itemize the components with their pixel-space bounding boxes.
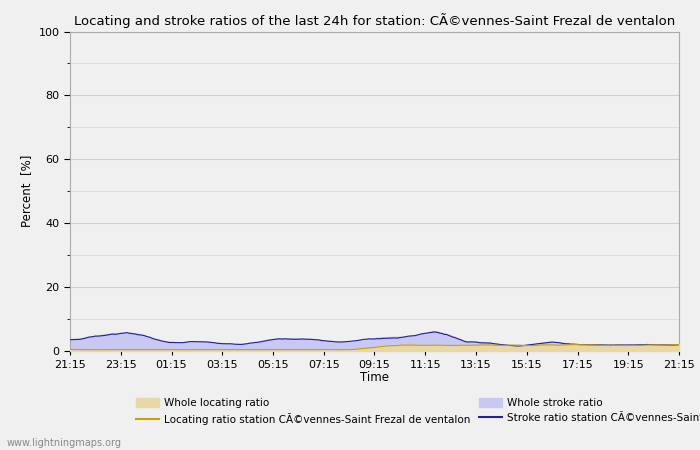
Legend: Whole locating ratio, Locating ratio station CÃ©vennes-Saint Frezal de ventalon,: Whole locating ratio, Locating ratio sta… xyxy=(136,398,700,425)
Title: Locating and stroke ratios of the last 24h for station: CÃ©vennes-Saint Frezal d: Locating and stroke ratios of the last 2… xyxy=(74,13,675,27)
Text: www.lightningmaps.org: www.lightningmaps.org xyxy=(7,438,122,448)
X-axis label: Time: Time xyxy=(360,371,389,384)
Y-axis label: Percent  [%]: Percent [%] xyxy=(20,155,33,227)
